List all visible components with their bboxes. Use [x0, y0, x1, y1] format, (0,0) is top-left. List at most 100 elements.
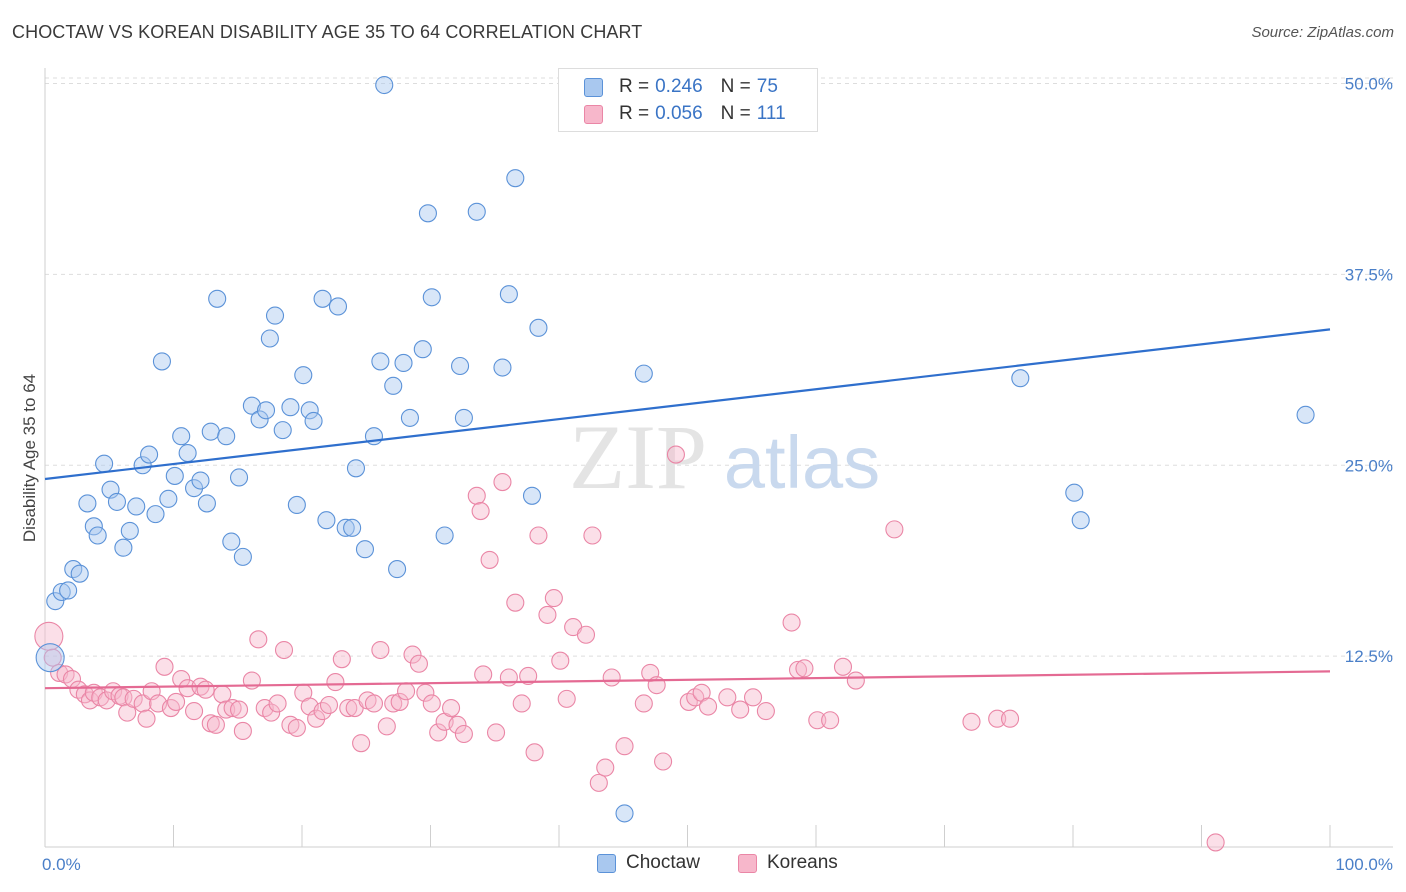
point-choctaw — [191, 471, 210, 490]
point-koreans — [679, 692, 698, 711]
point-koreans — [512, 694, 531, 713]
legend-label-koreans: Koreans — [767, 852, 838, 873]
point-choctaw — [265, 306, 285, 325]
point-choctaw — [70, 564, 89, 583]
point-koreans — [185, 702, 204, 721]
point-koreans — [442, 698, 461, 718]
legend-n-label: N = — [720, 76, 751, 97]
point-koreans — [544, 589, 563, 608]
point-koreans — [589, 773, 608, 792]
point-koreans — [480, 550, 499, 569]
point-choctaw — [233, 547, 252, 566]
point-koreans — [429, 723, 448, 742]
point-koreans — [371, 640, 390, 660]
point-choctaw — [133, 456, 152, 475]
point-koreans — [467, 486, 486, 505]
point-koreans — [615, 737, 634, 756]
legend-swatch-choctaw — [584, 77, 603, 97]
point-koreans — [319, 695, 339, 715]
point-choctaw — [506, 169, 525, 188]
point-koreans — [731, 700, 750, 719]
y-tick-label: 12.5% — [1345, 647, 1393, 666]
point-choctaw — [388, 560, 407, 579]
watermark-atlas: atlas — [724, 421, 880, 504]
point-koreans — [307, 709, 326, 728]
point-koreans — [686, 688, 705, 707]
point-choctaw — [467, 202, 486, 221]
trend-lines — [44, 328, 1331, 690]
point-choctaw — [287, 495, 306, 515]
x-tick-label: 100.0% — [1335, 855, 1393, 874]
point-koreans — [583, 526, 602, 545]
point-choctaw — [197, 494, 216, 513]
point-koreans — [332, 650, 351, 669]
point-koreans — [274, 640, 294, 660]
legend-n-label: N = — [720, 103, 751, 124]
point-choctaw — [522, 486, 542, 505]
legend-n-value: 75 — [756, 76, 778, 97]
point-koreans — [268, 694, 287, 713]
point-choctaw — [140, 445, 159, 464]
point-koreans — [743, 688, 763, 707]
legend-swatch-choctaw — [597, 853, 616, 873]
point-koreans — [576, 625, 596, 644]
point-choctaw — [127, 497, 146, 516]
series-legend: Choctaw Koreans — [0, 852, 1406, 876]
point-koreans — [499, 668, 518, 687]
point-choctaw — [229, 468, 249, 487]
point-choctaw — [1071, 511, 1090, 530]
point-choctaw — [615, 804, 634, 823]
point-koreans — [56, 665, 75, 684]
point-choctaw — [343, 518, 362, 537]
point-koreans — [172, 669, 191, 689]
point-koreans — [133, 694, 152, 713]
point-koreans — [782, 613, 801, 632]
point-choctaw — [107, 492, 127, 511]
point-koreans — [808, 711, 827, 730]
point-koreans — [69, 680, 88, 699]
point-choctaw — [418, 204, 437, 223]
legend-item-koreans: Koreans — [738, 852, 838, 874]
legend-swatch-koreans — [584, 104, 603, 124]
point-choctaw — [114, 538, 133, 557]
point-koreans — [352, 734, 371, 753]
point-choctaw — [454, 408, 473, 427]
point-koreans — [699, 697, 718, 716]
point-koreans — [448, 715, 467, 734]
point-choctaw — [250, 410, 269, 429]
point-choctaw — [256, 401, 276, 420]
point-koreans — [474, 665, 493, 684]
point-koreans — [422, 694, 441, 713]
source-credit: Source: ZipAtlas.com — [1251, 24, 1394, 41]
point-choctaw — [242, 396, 261, 415]
point-koreans — [167, 692, 186, 711]
point-choctaw — [413, 340, 432, 359]
point-koreans — [962, 712, 981, 731]
legend-n-value: 111 — [756, 103, 786, 124]
legend-r-label: R = — [619, 76, 650, 97]
point-koreans — [1000, 709, 1020, 728]
point-koreans — [486, 723, 506, 742]
point-koreans — [326, 673, 345, 692]
y-tick-label: 37.5% — [1345, 265, 1393, 284]
point-choctaw — [222, 532, 241, 551]
point-choctaw — [1296, 405, 1315, 424]
trend-line-koreans — [44, 670, 1331, 690]
point-koreans — [384, 694, 403, 713]
point-koreans — [137, 709, 156, 728]
point-koreans — [666, 445, 685, 464]
point-choctaw — [178, 443, 197, 463]
point-koreans — [339, 698, 358, 718]
point-koreans — [654, 752, 673, 771]
point-koreans — [885, 520, 904, 539]
point-choctaw — [84, 517, 103, 536]
point-choctaw — [95, 454, 114, 473]
point-choctaw — [201, 422, 220, 441]
point-choctaw — [313, 289, 332, 308]
point-koreans — [551, 651, 570, 670]
point-choctaw — [46, 592, 65, 611]
point-choctaw — [146, 505, 165, 524]
point-choctaw — [1011, 369, 1030, 388]
point-choctaw — [400, 408, 419, 427]
point-choctaw — [451, 356, 470, 376]
